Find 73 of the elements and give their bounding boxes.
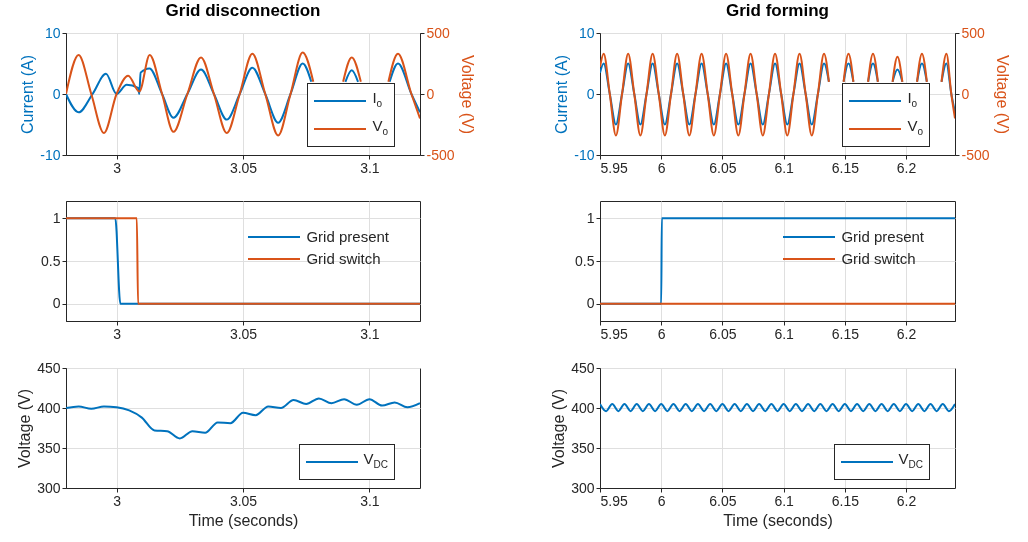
x-tick-label: 3 xyxy=(113,492,122,509)
y-tick-label: 10 xyxy=(578,24,595,41)
y2-tick-label: 0 xyxy=(426,85,435,102)
y-tick-label: 450 xyxy=(37,359,61,376)
x-tick-label: 6 xyxy=(657,492,666,509)
y2-tick-label: 500 xyxy=(961,24,986,41)
y-tick-label: 400 xyxy=(37,399,61,416)
y-tick-label: 0 xyxy=(52,295,61,312)
legend-label: Grid present xyxy=(841,227,924,247)
y-tick-label: 400 xyxy=(571,399,595,416)
x-tick-label: 3.05 xyxy=(229,492,258,509)
x-tick-label: 6.05 xyxy=(709,159,737,176)
y-tick-label: 1 xyxy=(52,209,61,226)
x-tick-label: 6 xyxy=(657,159,666,176)
legend-label: V$_{DC}$ xyxy=(898,449,923,472)
y-tick-label: 300 xyxy=(571,479,595,496)
x-tick-label: 3.1 xyxy=(360,492,380,509)
x-tick-label: 6.15 xyxy=(831,325,860,342)
y-axis-title: Current (A) xyxy=(19,54,37,135)
legend-label: I$_{o}$ xyxy=(907,88,918,111)
x-axis-title: Time (seconds) xyxy=(188,511,299,529)
y2-tick-label: 0 xyxy=(961,85,970,102)
x-tick-label: 3.1 xyxy=(360,325,380,342)
y-axis-title: Voltage (V) xyxy=(550,388,568,469)
y-tick-label: 0 xyxy=(586,295,595,312)
y2-tick-label: -500 xyxy=(426,146,455,163)
x-tick-label: 6.15 xyxy=(831,492,860,509)
x-tick-label: 3 xyxy=(113,325,122,342)
x-tick-label: 3.1 xyxy=(360,159,380,176)
y2-axis-title: Voltage (V) xyxy=(458,54,476,135)
y-tick-label: 350 xyxy=(37,439,61,456)
legend-label: V$_{DC}$ xyxy=(363,449,388,472)
x-tick-label: 6 xyxy=(657,325,666,342)
y-tick-label: -10 xyxy=(574,146,595,163)
x-tick-label: 6.2 xyxy=(896,325,917,342)
x-tick-label: 3 xyxy=(113,159,122,176)
y-tick-label: 1 xyxy=(586,209,595,226)
x-tick-label: 6.1 xyxy=(774,159,795,176)
y2-tick-label: -500 xyxy=(961,146,990,163)
y-axis-title: Voltage (V) xyxy=(16,388,34,469)
x-axis-title: Time (seconds) xyxy=(723,511,833,529)
x-tick-label: 6.2 xyxy=(896,159,917,176)
x-tick-label: 6.2 xyxy=(896,492,917,509)
y2-axis-title: Voltage (V) xyxy=(993,54,1011,135)
y-tick-label: 300 xyxy=(37,479,61,496)
x-tick-label: 6.1 xyxy=(774,492,795,509)
y-tick-label: 0 xyxy=(586,85,595,102)
x-tick-label: 5.95 xyxy=(600,325,628,342)
legend-label: Grid switch xyxy=(841,249,916,269)
legend-label: V$_{o}$ xyxy=(907,116,923,139)
y-tick-label: 0.5 xyxy=(41,252,61,269)
x-tick-label: 3.05 xyxy=(229,325,258,342)
chart-title: Grid forming xyxy=(726,1,829,20)
legend-label: V$_{o}$ xyxy=(372,116,388,139)
y2-tick-label: 500 xyxy=(426,24,451,41)
x-tick-label: 6.15 xyxy=(831,159,860,176)
x-tick-label: 3.05 xyxy=(229,159,258,176)
chart-title: Grid disconnection xyxy=(165,1,321,20)
x-tick-label: 5.95 xyxy=(600,159,628,176)
y-tick-label: 10 xyxy=(44,24,61,41)
legend-label: I$_{o}$ xyxy=(372,88,383,111)
x-tick-label: 6.1 xyxy=(774,325,795,342)
legend-label: Grid present xyxy=(306,227,389,247)
y-tick-label: 0.5 xyxy=(575,252,595,269)
y-tick-label: 450 xyxy=(571,359,595,376)
y-tick-label: -10 xyxy=(40,146,61,163)
y-tick-label: 350 xyxy=(571,439,595,456)
x-tick-label: 6.05 xyxy=(709,325,737,342)
x-tick-label: 5.95 xyxy=(600,492,628,509)
y-tick-label: 0 xyxy=(52,85,61,102)
legend-label: Grid switch xyxy=(306,249,381,269)
y-axis-title: Current (A) xyxy=(553,54,571,135)
x-tick-label: 6.05 xyxy=(709,492,737,509)
